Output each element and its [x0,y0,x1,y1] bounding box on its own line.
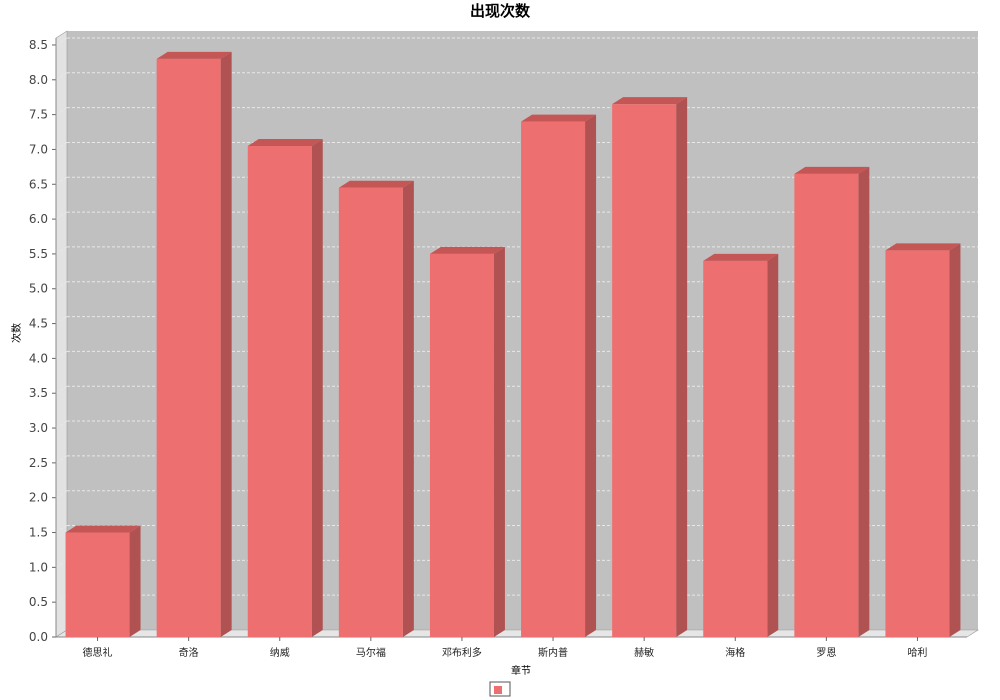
gridline-side [55,176,68,185]
bar-front [247,145,312,638]
x-tick-label: 奇洛 [179,646,199,659]
bar-top [65,525,141,533]
gridline-side [55,490,68,499]
legend [489,681,511,697]
y-tick-label: 3.0 [29,421,48,435]
bar-side [858,166,870,637]
y-axis: 0.0 0.5 1.0 1.5 2.0 2.5 3.0 3.5 4.0 4.5 5.0 5.5 6.0 6… [29,38,57,644]
bar-side [402,180,414,637]
y-tick-label: 5.5 [29,247,48,261]
gridline-side [55,281,68,290]
x-tick-label: 海格 [725,646,745,659]
gridline-side [55,316,68,324]
y-tick-label: 4.0 [29,351,48,365]
x-tick-label: 邓布利多 [442,646,482,659]
gridline-side [55,142,68,150]
bar-top [247,138,323,146]
y-tick-label: 8.5 [29,38,48,52]
y-tick-label: 1.5 [29,526,48,540]
y-tick-label: 7.0 [29,142,48,156]
bar-top [156,51,232,59]
x-tick-label: 斯内普 [538,646,568,659]
bar [156,51,232,638]
x-tick-label: 赫敏 [634,646,654,659]
gridline-side [55,211,68,220]
bar [429,246,505,637]
bar-top [521,114,597,122]
plot-side-wall [55,30,68,638]
bar-front [521,121,586,637]
bar-side [676,97,688,638]
bar-side [767,253,779,637]
bar-top [429,246,505,254]
bar-top [794,166,870,174]
bar-side [129,525,141,637]
bar-front [429,253,494,637]
gridline-side [55,37,68,46]
bar-side [493,246,505,637]
gridline-side [55,350,68,359]
bar-front [65,532,130,637]
bar-front [612,104,677,638]
bar-series [65,51,961,638]
y-tick-label: 8.0 [29,73,48,87]
y-tick-label: 1.0 [29,560,48,574]
y-tick-label: 2.5 [29,456,48,470]
bar-side [949,243,961,638]
gridline-side [55,385,68,394]
x-tick-label: 德思礼 [83,646,113,659]
x-axis-label: 章节 [511,664,531,677]
legend-swatch [494,686,502,694]
bar [885,243,961,638]
bar-top [338,180,414,188]
y-tick-label: 5.0 [29,282,48,296]
gridline-side [55,594,68,603]
bar [521,114,597,637]
bar-front [156,58,221,638]
x-axis: 德思礼 奇洛 纳威 马尔福 邓布利多 斯内普 赫敏 海格 罗恩 哈利 [56,636,967,659]
x-tick-label: 纳威 [270,646,290,659]
bar [612,97,688,638]
bar-side [311,138,323,638]
gridline-side [55,559,68,568]
y-tick-label: 4.5 [29,317,48,331]
gridline-side [55,246,68,255]
y-tick-label: 0.5 [29,595,48,609]
bar [794,166,870,637]
y-tick-label: 2.0 [29,491,48,505]
gridline-side [55,455,68,464]
gridline-side [55,107,68,116]
chart-title: 出现次数 [470,2,531,20]
y-tick-label: 7.5 [29,108,48,122]
bar-side [585,114,597,637]
bar [703,253,779,637]
y-tick-label: 6.0 [29,212,48,226]
bar [247,138,323,638]
bar-side [220,51,232,638]
y-tick-label: 0.0 [29,630,48,644]
bar [338,180,414,637]
x-tick-label: 马尔福 [356,646,386,659]
bar-top [885,243,961,251]
y-axis-label: 次数 [10,323,23,343]
gridline-side [55,525,68,533]
x-tick-label: 哈利 [907,646,927,659]
bar-front [338,187,403,637]
bar-top [612,97,688,105]
gridline-side [55,420,68,429]
bar-front [794,173,859,637]
gridline-side [55,72,68,81]
bar-top [703,253,779,261]
y-tick-label: 6.5 [29,177,48,191]
bar-front [885,250,950,638]
bar [65,525,141,637]
x-tick-label: 罗恩 [816,647,836,659]
bar-front [703,260,768,637]
y-tick-label: 3.5 [29,386,48,400]
